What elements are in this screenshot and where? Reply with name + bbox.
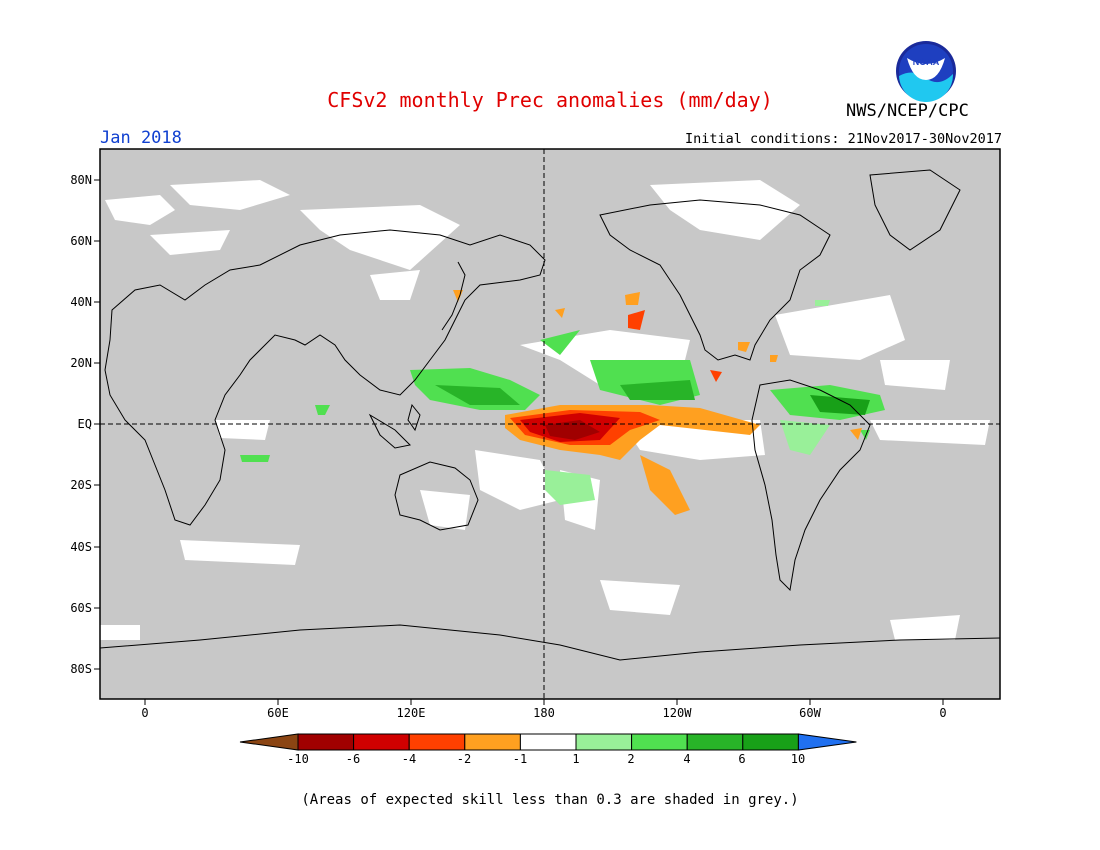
footnote: (Areas of expected skill less than 0.3 a… xyxy=(301,792,799,808)
agency-name: NWS/NCEP/CPC xyxy=(846,101,969,121)
lon-label: 60W xyxy=(799,706,821,720)
map-title: CFSv2 monthly Prec anomalies (mm/day) xyxy=(327,88,773,112)
initial-conditions: Initial conditions: 21Nov2017-30Nov2017 xyxy=(685,131,1002,147)
lon-label: 60E xyxy=(267,706,289,720)
colorbar-label: 4 xyxy=(683,752,691,766)
lon-label: 120W xyxy=(662,706,692,720)
colorbar-label: -6 xyxy=(345,752,361,766)
dry-anomaly-regions xyxy=(453,290,862,515)
coastlines xyxy=(99,169,1001,661)
precip-anomaly-map xyxy=(94,148,1001,751)
colorbar-swatch xyxy=(686,733,744,751)
colorbar-label: -1 xyxy=(512,752,528,766)
colorbar-label: -10 xyxy=(287,752,309,766)
colorbar-label: 2 xyxy=(627,752,635,766)
colorbar-swatch xyxy=(631,733,688,751)
colorbar-label: 6 xyxy=(738,752,746,766)
svg-text:NOAA: NOAA xyxy=(913,57,940,67)
colorbar-swatch xyxy=(464,733,521,751)
lat-label: 60N xyxy=(70,234,92,248)
lat-label: 40S xyxy=(70,540,92,554)
lat-label: 80S xyxy=(70,662,92,676)
lon-label: 0 xyxy=(141,706,149,720)
colorbar-arrow-high xyxy=(797,733,857,751)
colorbar-swatch xyxy=(575,733,633,751)
lat-label: 40N xyxy=(70,295,92,309)
lon-label: 120E xyxy=(396,706,426,720)
lat-label: EQ xyxy=(77,417,92,431)
colorbar xyxy=(239,733,857,751)
noaa-logo: NOAA xyxy=(896,41,956,102)
lon-label: 0 xyxy=(939,706,947,720)
lat-label: 20S xyxy=(70,478,92,492)
colorbar-label: -4 xyxy=(401,752,417,766)
colorbar-label: 10 xyxy=(790,752,806,766)
forecast-month: Jan 2018 xyxy=(100,128,182,148)
colorbar-swatch xyxy=(742,733,799,751)
colorbar-swatch xyxy=(353,733,410,751)
lat-label: 60S xyxy=(70,601,92,615)
lon-label: 180 xyxy=(533,706,555,720)
colorbar-label: 1 xyxy=(572,752,580,766)
colorbar-arrow-low xyxy=(239,733,299,751)
colorbar-label: -2 xyxy=(456,752,472,766)
axis-ticks xyxy=(94,179,944,705)
colorbar-swatch xyxy=(297,733,355,751)
lat-label: 80N xyxy=(70,173,92,187)
colorbar-swatch xyxy=(519,733,577,751)
lat-label: 20N xyxy=(70,356,92,370)
colorbar-swatch xyxy=(408,733,466,751)
